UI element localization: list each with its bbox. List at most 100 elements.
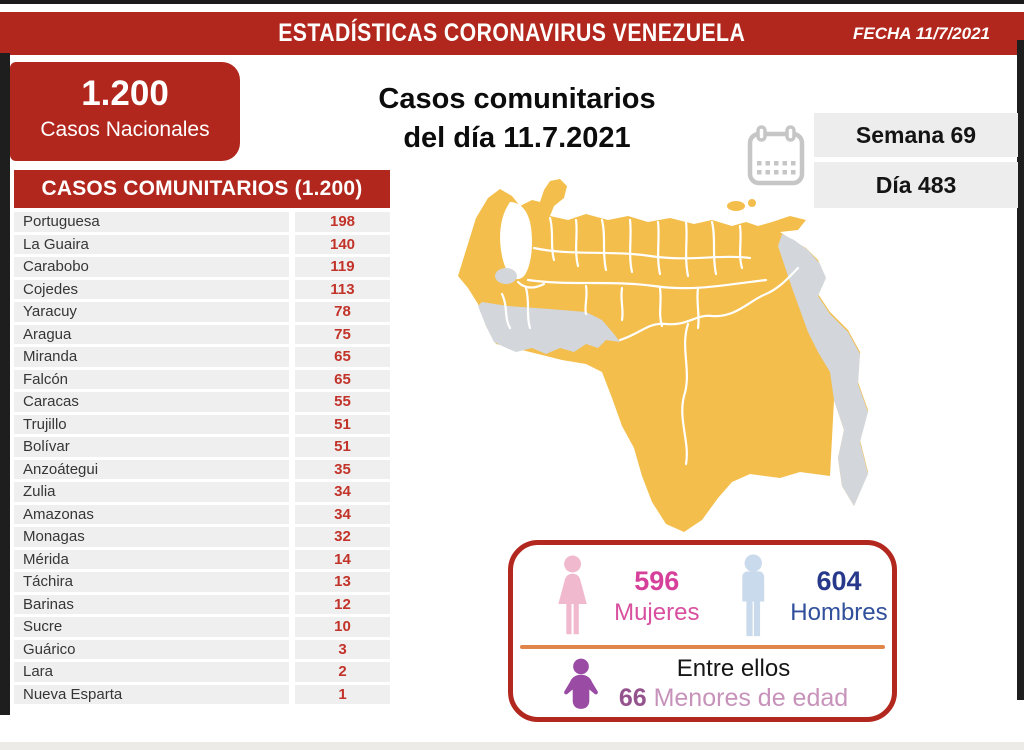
banner-date: FECHA 11/7/2021	[852, 24, 990, 43]
table-row: Táchira 13	[14, 572, 390, 592]
week-badge: Semana 69	[814, 113, 1018, 157]
gender-row: 596 Mujeres 604 Hombres	[513, 545, 892, 645]
state-cases: 119	[295, 257, 390, 277]
national-cases-value: 1.200	[81, 74, 169, 113]
cases-table: Portuguesa 198 La Guaira 140 Carabobo 119 Coje…	[14, 212, 390, 707]
state-cases: 10	[295, 617, 390, 637]
state-cases: 65	[295, 369, 390, 389]
women-label: Mujeres	[614, 598, 700, 626]
minors-value: 66	[618, 684, 647, 712]
state-name: Sucre	[14, 617, 289, 637]
state-name: Carabobo	[14, 257, 289, 277]
table-row: Nueva Esparta 1	[14, 684, 390, 704]
left-edge-bar	[0, 53, 10, 715]
state-name: Aragua	[14, 324, 289, 344]
table-row: La Guaira 140	[14, 234, 390, 254]
state-name: Mérida	[14, 549, 289, 569]
banner-title: ESTADÍSTICAS CORONAVIRUS VENEZUELA	[0, 12, 1024, 55]
state-cases: 13	[295, 572, 390, 592]
state-cases: 51	[295, 414, 390, 434]
state-cases: 140	[295, 234, 390, 254]
page-title-line1: Casos comunitarios	[378, 83, 656, 115]
state-name: Nueva Esparta	[14, 684, 289, 704]
national-cases-card: 1.200 Casos Nacionales	[10, 62, 240, 161]
venezuela-map	[458, 179, 868, 532]
state-cases: 75	[295, 324, 390, 344]
demographics-card: 596 Mujeres 604 Hombres	[508, 540, 897, 722]
man-icon	[742, 554, 765, 637]
state-cases: 32	[295, 527, 390, 547]
table-row: Guárico 3	[14, 639, 390, 659]
state-cases: 12	[295, 594, 390, 614]
national-cases-label: Casos Nacionales	[40, 118, 210, 141]
state-cases: 65	[295, 347, 390, 367]
state-cases: 34	[295, 504, 390, 524]
state-cases: 198	[295, 212, 390, 232]
state-name: Anzoátegui	[14, 459, 289, 479]
state-cases: 55	[295, 392, 390, 412]
table-header: CASOS COMUNITARIOS (1.200)	[14, 170, 390, 208]
state-cases: 113	[295, 279, 390, 299]
table-row: Aragua 75	[14, 324, 390, 344]
state-name: Bolívar	[14, 437, 289, 457]
minors-row: Entre ellos 66 Menores de edad	[513, 649, 892, 713]
state-cases: 14	[295, 549, 390, 569]
top-border-line	[0, 0, 1024, 4]
men-value: 604	[816, 565, 862, 596]
state-cases: 51	[295, 437, 390, 457]
table-row: Cojedes 113	[14, 279, 390, 299]
table-row: Sucre 10	[14, 617, 390, 637]
table-row: Barinas 12	[14, 594, 390, 614]
state-cases: 35	[295, 459, 390, 479]
state-name: Yaracuy	[14, 302, 289, 322]
state-name: Falcón	[14, 369, 289, 389]
state-name: Guárico	[14, 639, 289, 659]
page-title: Casos comunitarios del día 11.7.2021	[352, 80, 682, 158]
state-name: Portuguesa	[14, 212, 289, 232]
state-name: Lara	[14, 662, 289, 682]
day-badge: Día 483	[814, 162, 1018, 208]
table-row: Anzoátegui 35	[14, 459, 390, 479]
table-row: Amazonas 34	[14, 504, 390, 524]
table-row: Lara 2	[14, 662, 390, 682]
table-row: Zulia 34	[14, 482, 390, 502]
state-cases: 2	[295, 662, 390, 682]
state-cases: 78	[295, 302, 390, 322]
state-name: Trujillo	[14, 414, 289, 434]
table-row: Bolívar 51	[14, 437, 390, 457]
state-name: Monagas	[14, 527, 289, 547]
child-icon	[563, 658, 598, 709]
state-name: Caracas	[14, 392, 289, 412]
women-stat: 596 Mujeres	[608, 566, 705, 627]
men-stat: 604 Hombres	[786, 566, 892, 627]
state-name: Zulia	[14, 482, 289, 502]
state-name: La Guaira	[14, 234, 289, 254]
table-row: Trujillo 51	[14, 414, 390, 434]
state-cases: 3	[295, 639, 390, 659]
table-row: Portuguesa 198	[14, 212, 390, 232]
state-cases: 34	[295, 482, 390, 502]
table-row: Miranda 65	[14, 347, 390, 367]
minors-stat: Entre ellos 66 Menores de edad	[619, 655, 848, 713]
woman-icon	[558, 555, 587, 635]
banner-title-text: ESTADÍSTICAS CORONAVIRUS VENEZUELA	[278, 19, 746, 47]
bottom-edge-strip	[0, 742, 1024, 750]
right-edge-bar	[1017, 40, 1024, 700]
state-name: Miranda	[14, 347, 289, 367]
table-row: Yaracuy 78	[14, 302, 390, 322]
calendar-icon	[747, 125, 805, 186]
table-row: Monagas 32	[14, 527, 390, 547]
women-value: 596	[634, 565, 680, 596]
table-row: Falcón 65	[14, 369, 390, 389]
orange-divider	[520, 645, 885, 649]
minors-label: Menores de edad	[653, 684, 849, 712]
minors-line: 66 Menores de edad	[619, 684, 848, 713]
header-banner: ESTADÍSTICAS CORONAVIRUS VENEZUELA FECHA…	[0, 12, 1024, 55]
state-name: Amazonas	[14, 504, 289, 524]
state-name: Táchira	[14, 572, 289, 592]
table-row: Caracas 55	[14, 392, 390, 412]
state-name: Barinas	[14, 594, 289, 614]
table-row: Mérida 14	[14, 549, 390, 569]
table-row: Carabobo 119	[14, 257, 390, 277]
